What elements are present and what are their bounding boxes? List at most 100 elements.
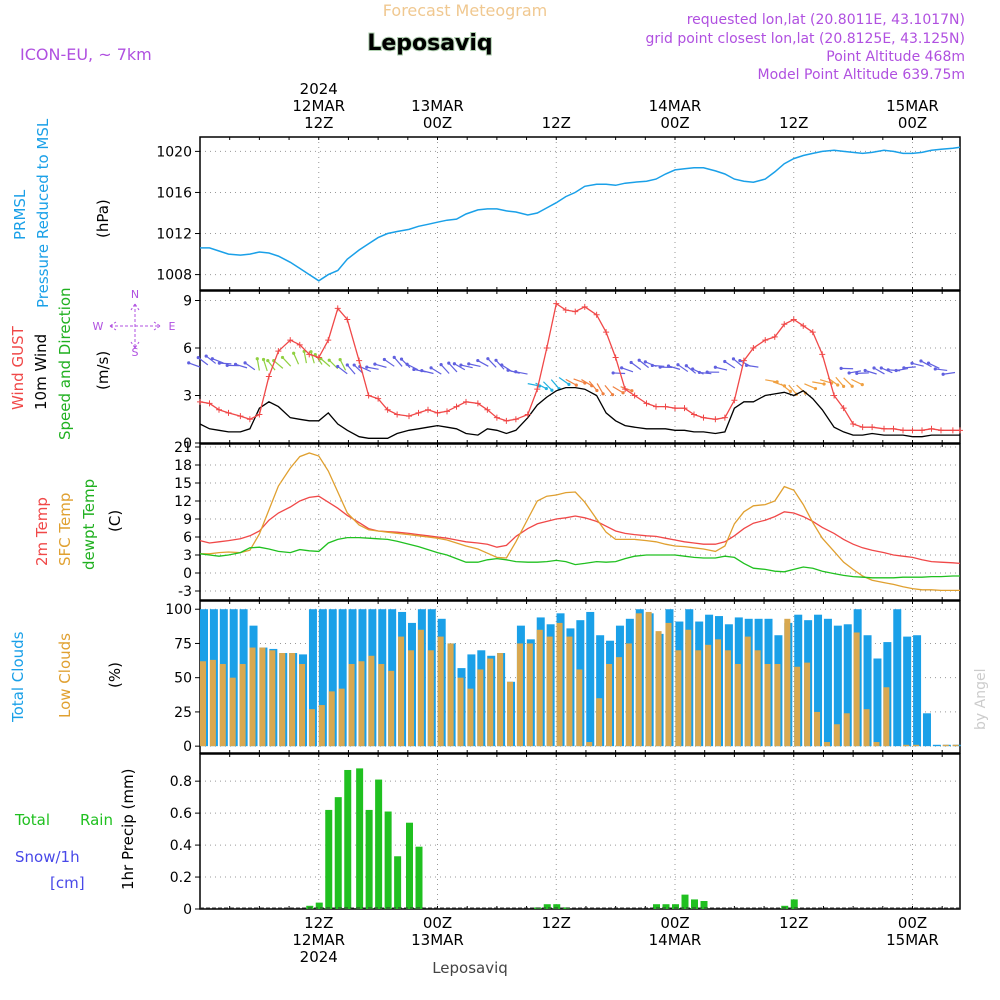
- wind-arrow-head: [731, 357, 736, 361]
- total-cloud-bar: [596, 635, 605, 747]
- total-cloud-bar: [823, 618, 832, 747]
- wind-arrow-head: [574, 383, 578, 387]
- wind-arrow: [788, 384, 797, 395]
- low-cloud-bar: [615, 657, 622, 747]
- wind-arrow-head: [266, 358, 270, 363]
- wind-arrow-head: [544, 386, 548, 391]
- wind-arrow-head: [550, 388, 554, 392]
- low-cloud-bar: [299, 663, 306, 747]
- low-cloud-bar: [873, 742, 880, 747]
- gust-marker: [562, 307, 569, 313]
- total-cloud-bar: [328, 609, 337, 747]
- wind-arrow: [765, 379, 778, 383]
- top-time-label: 14MAR: [649, 97, 702, 115]
- wind-arrow-head: [910, 361, 914, 365]
- wind-arrow-head: [204, 354, 208, 358]
- low-cloud-bar: [249, 647, 256, 747]
- gust-marker: [712, 416, 719, 423]
- low-cloud-bar: [714, 639, 721, 747]
- gust-marker: [881, 425, 887, 432]
- wind-ytick-label: 9: [183, 294, 192, 310]
- wind-ytick-label: 6: [183, 341, 192, 357]
- wind-arrow: [780, 383, 791, 392]
- wind-arrow-head: [373, 362, 377, 366]
- wind-arrow: [310, 351, 315, 364]
- low-cloud-bar: [417, 629, 424, 747]
- rain-bar: [543, 904, 551, 909]
- low-cloud-bar: [645, 611, 652, 747]
- gust-marker: [662, 403, 669, 410]
- low-cloud-bar: [398, 636, 405, 747]
- rain-bar: [325, 809, 333, 909]
- wind-arrow: [604, 385, 614, 396]
- precip-ytick-label: 0.4: [170, 838, 192, 854]
- wind-arrow-head: [630, 389, 634, 393]
- temperature-panel: -3 0 3 6 9 12 15 18 21: [174, 440, 961, 601]
- wind-arrow: [267, 360, 276, 371]
- rain-bar: [365, 809, 373, 909]
- low-cloud-bar: [447, 643, 454, 747]
- wind-arrow-head: [506, 368, 510, 372]
- gust-label: Wind GUST: [9, 325, 27, 410]
- gust-marker: [365, 392, 372, 399]
- clouds-ytick-label: 75: [174, 636, 192, 652]
- wind-arrow-head: [261, 357, 266, 362]
- wind-label: 10m Wind: [32, 334, 50, 410]
- gust-marker: [425, 406, 431, 413]
- wind-arrow: [565, 378, 577, 386]
- point-altitude: Point Altitude 468m: [826, 49, 965, 65]
- wind-arrow: [337, 365, 348, 375]
- wind-arrow: [903, 366, 916, 369]
- wind-ytick-label: 0: [183, 436, 192, 452]
- wind-arrow: [430, 367, 442, 375]
- wind-arrow-head: [382, 357, 386, 362]
- precip-ytick-label: 0: [183, 902, 192, 918]
- gust-marker: [840, 405, 847, 412]
- pressure-label-2: Pressure Reduced to MSL: [34, 118, 52, 308]
- snow-unit: [cm]: [50, 874, 85, 892]
- page-title: Leposaviq: [367, 31, 492, 56]
- wind-arrow-head: [822, 382, 826, 386]
- low-cloud-bar: [338, 688, 345, 747]
- wind-arrow: [613, 372, 626, 375]
- wind-arrow-head: [788, 389, 792, 393]
- low-cloud-bar: [467, 688, 474, 747]
- bottom-time-label: 12MAR: [292, 931, 345, 949]
- gust-marker: [603, 329, 610, 336]
- low-cloud-bar: [289, 653, 296, 747]
- gust-marker: [434, 409, 441, 416]
- sfc-label: SFC Temp: [56, 493, 74, 566]
- gust-marker: [534, 386, 541, 393]
- gust-marker: [344, 316, 351, 323]
- wind-arrow: [359, 366, 372, 373]
- wind-arrow-head: [629, 360, 633, 365]
- low-cloud-bar: [784, 618, 791, 747]
- gust-marker: [493, 414, 500, 421]
- gust-marker: [721, 414, 728, 421]
- wind-arrow-head: [412, 367, 416, 372]
- temperature-ytick-label: 18: [174, 458, 192, 474]
- rain-bar: [700, 901, 708, 909]
- total-cloud-bar: [338, 609, 347, 747]
- low-cloud-bar: [705, 644, 712, 747]
- gust-marker: [740, 357, 747, 364]
- wind-arrow-head: [447, 361, 451, 365]
- gust-marker: [524, 411, 531, 418]
- pressure-frame: [199, 136, 961, 291]
- wind-speed-line: [199, 386, 960, 439]
- wind-arrow-head: [926, 361, 931, 365]
- wind-arrow-head: [399, 357, 404, 361]
- total-cloud-bar: [308, 609, 317, 747]
- wind-arrow-head: [919, 359, 923, 363]
- wind-arrow-head: [514, 370, 518, 374]
- gust-marker: [484, 406, 491, 413]
- wind-arrow: [851, 378, 863, 386]
- low-cloud-bar: [546, 636, 553, 747]
- rain-bar: [394, 856, 402, 909]
- wind-arrow: [935, 368, 948, 372]
- gust-marker: [356, 357, 363, 364]
- wind-arrow: [219, 362, 232, 365]
- wind-arrow: [864, 369, 877, 375]
- wind-arrow-head: [467, 362, 471, 366]
